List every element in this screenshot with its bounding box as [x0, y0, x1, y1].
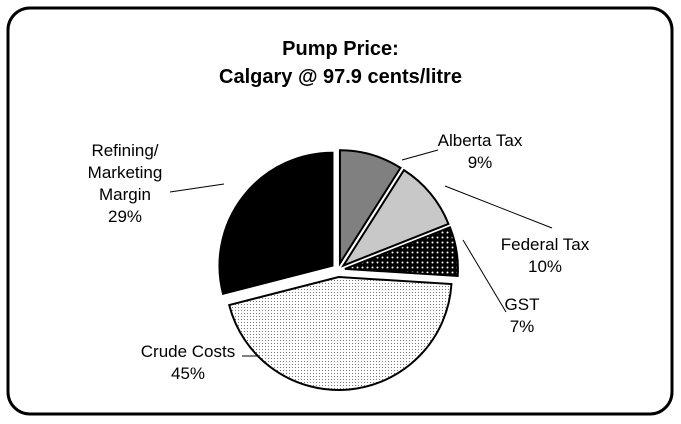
category-label: Federal Tax [500, 235, 590, 254]
chart-title: Pump Price: [282, 38, 399, 60]
value-label: 29% [107, 207, 143, 226]
leader-lines [169, 149, 553, 357]
category-label: Crude Costs [140, 342, 236, 361]
chart-subtitle: Calgary @ 97.9 cents/litre [219, 66, 462, 88]
value-label: 10% [527, 257, 563, 276]
value-label: 9% [467, 153, 493, 172]
pie-slice [227, 275, 453, 391]
category-label: GST [504, 295, 540, 314]
value-label: 7% [509, 317, 535, 336]
category-label: Refining/ Marketing Margin [87, 141, 163, 204]
slice-label: Alberta Tax 9% [410, 130, 550, 174]
pie-slice [218, 151, 334, 296]
slice-label: Refining/ Marketing Margin 29% [75, 140, 175, 228]
slice-label: Federal Tax 10% [475, 234, 615, 278]
slice-label: GST 7% [482, 294, 562, 338]
slice-label: Crude Costs 45% [108, 341, 268, 385]
category-label: Alberta Tax [437, 131, 523, 150]
value-label: 45% [170, 364, 206, 383]
pie-slice [338, 149, 402, 267]
pie-slice [344, 226, 459, 278]
pie-slice [340, 168, 450, 268]
